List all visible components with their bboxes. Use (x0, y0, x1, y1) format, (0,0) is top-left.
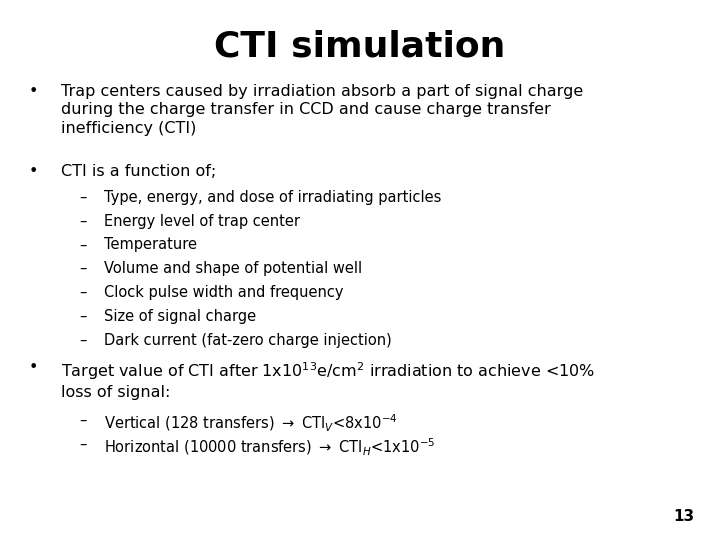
Text: Target value of CTI after 1x10$^{13}$e/cm$^{2}$ irradiation to achieve <10%
loss: Target value of CTI after 1x10$^{13}$e/c… (61, 360, 595, 400)
Text: •: • (29, 164, 38, 179)
Text: Volume and shape of potential well: Volume and shape of potential well (104, 261, 363, 276)
Text: Clock pulse width and frequency: Clock pulse width and frequency (104, 285, 344, 300)
Text: –: – (79, 261, 86, 276)
Text: –: – (79, 190, 86, 205)
Text: –: – (79, 437, 86, 452)
Text: –: – (79, 309, 86, 324)
Text: Vertical (128 transfers) $\rightarrow$ CTI$_V$<8x10$^{-4}$: Vertical (128 transfers) $\rightarrow$ C… (104, 413, 398, 434)
Text: –: – (79, 238, 86, 253)
Text: –: – (79, 214, 86, 229)
Text: Dark current (fat-zero charge injection): Dark current (fat-zero charge injection) (104, 333, 392, 348)
Text: –: – (79, 333, 86, 348)
Text: Type, energy, and dose of irradiating particles: Type, energy, and dose of irradiating pa… (104, 190, 442, 205)
Text: –: – (79, 285, 86, 300)
Text: Horizontal (10000 transfers) $\rightarrow$ CTI$_H$<1x10$^{-5}$: Horizontal (10000 transfers) $\rightarro… (104, 437, 436, 458)
Text: CTI simulation: CTI simulation (215, 30, 505, 64)
Text: –: – (79, 413, 86, 428)
Text: Temperature: Temperature (104, 238, 197, 253)
Text: Trap centers caused by irradiation absorb a part of signal charge
during the cha: Trap centers caused by irradiation absor… (61, 84, 583, 136)
Text: •: • (29, 84, 38, 99)
Text: CTI is a function of;: CTI is a function of; (61, 164, 217, 179)
Text: •: • (29, 360, 38, 375)
Text: 13: 13 (674, 509, 695, 524)
Text: Energy level of trap center: Energy level of trap center (104, 214, 300, 229)
Text: Size of signal charge: Size of signal charge (104, 309, 256, 324)
